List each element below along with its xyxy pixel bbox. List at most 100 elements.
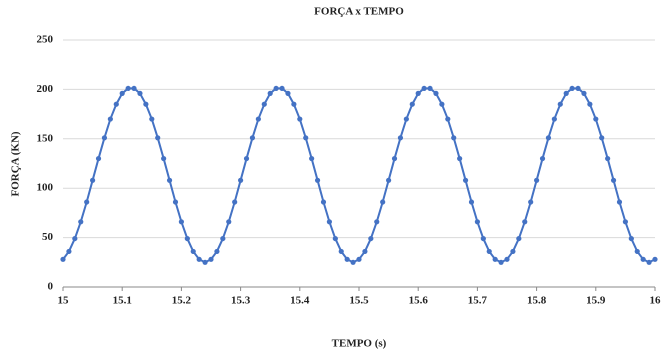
x-tick-label: 15 (58, 295, 70, 307)
data-point (84, 199, 90, 205)
data-point (563, 90, 569, 96)
data-point (202, 259, 208, 265)
data-point (468, 199, 475, 205)
x-tick-label: 15.2 (172, 295, 192, 307)
data-point (622, 219, 629, 225)
x-axis-label: TEMPO (s) (332, 338, 387, 350)
data-point (143, 101, 149, 107)
data-point (510, 248, 516, 255)
data-point (605, 155, 611, 162)
data-point (107, 116, 113, 122)
data-point (380, 199, 386, 205)
data-point (421, 85, 427, 92)
data-point (208, 256, 214, 262)
data-point (238, 177, 244, 183)
data-point (291, 101, 297, 107)
x-tick-label: 15.3 (231, 295, 251, 307)
data-point (439, 101, 445, 107)
data-point (178, 219, 184, 225)
data-point (78, 219, 84, 225)
x-tick-label: 15.1 (113, 295, 132, 307)
data-point (113, 101, 119, 107)
data-point (172, 199, 179, 205)
data-point (445, 116, 451, 122)
x-tick-label: 15.7 (468, 295, 488, 307)
data-point (628, 235, 634, 242)
data-point (350, 259, 356, 265)
y-axis-label: FORÇA (KN) (10, 131, 22, 196)
data-point (273, 85, 279, 92)
data-point (303, 135, 309, 141)
data-point (226, 219, 232, 225)
data-point (403, 116, 409, 122)
data-point (386, 177, 392, 183)
data-point (137, 90, 143, 96)
data-point (640, 256, 646, 262)
data-point (155, 135, 161, 141)
data-point (551, 116, 557, 122)
x-tick-label: 15.9 (586, 295, 606, 307)
data-point (249, 135, 256, 141)
data-point (599, 135, 605, 141)
data-point (314, 177, 321, 183)
data-point (243, 155, 250, 162)
data-point (332, 235, 338, 242)
data-point (131, 85, 137, 92)
data-point (374, 219, 380, 225)
data-point (504, 256, 510, 262)
x-tick-label: 15.8 (527, 295, 547, 307)
data-point (232, 199, 238, 205)
data-point (652, 256, 658, 262)
data-point (539, 155, 546, 162)
data-point (297, 116, 303, 122)
data-point (492, 256, 498, 262)
data-point (255, 116, 261, 122)
data-point (344, 256, 350, 262)
data-point (326, 219, 332, 225)
y-tick-label: 50 (42, 231, 54, 243)
data-point (338, 248, 344, 255)
data-point (72, 235, 78, 242)
data-point (415, 90, 421, 96)
data-point (522, 219, 528, 225)
data-point (569, 85, 575, 92)
data-point (557, 101, 563, 107)
data-point (593, 116, 599, 122)
data-point (391, 155, 398, 162)
data-point (362, 248, 368, 255)
data-point (462, 177, 469, 183)
data-point (433, 90, 439, 96)
data-point (309, 155, 315, 162)
data-point (101, 135, 108, 141)
data-point (214, 248, 220, 255)
data-point (125, 85, 131, 92)
data-point (451, 135, 457, 141)
data-point (516, 235, 522, 242)
data-point (397, 135, 404, 141)
data-point (196, 256, 202, 262)
data-point (184, 235, 190, 242)
data-point (498, 259, 504, 265)
data-point (409, 101, 415, 107)
data-point (60, 256, 66, 262)
data-point (161, 155, 167, 162)
y-tick-label: 100 (37, 182, 54, 194)
data-point (480, 235, 486, 242)
data-point (267, 90, 273, 96)
data-point (575, 85, 581, 92)
data-point (166, 177, 173, 183)
data-point (545, 135, 552, 141)
data-point (634, 248, 640, 255)
data-point (581, 90, 587, 96)
data-point (356, 256, 362, 262)
data-point (285, 90, 291, 96)
y-tick-label: 250 (37, 34, 54, 46)
data-point (534, 177, 540, 183)
data-point (474, 219, 480, 225)
data-point (646, 259, 652, 265)
data-point (610, 177, 617, 183)
data-point (528, 199, 534, 205)
data-point (320, 199, 327, 205)
data-point (261, 101, 267, 107)
